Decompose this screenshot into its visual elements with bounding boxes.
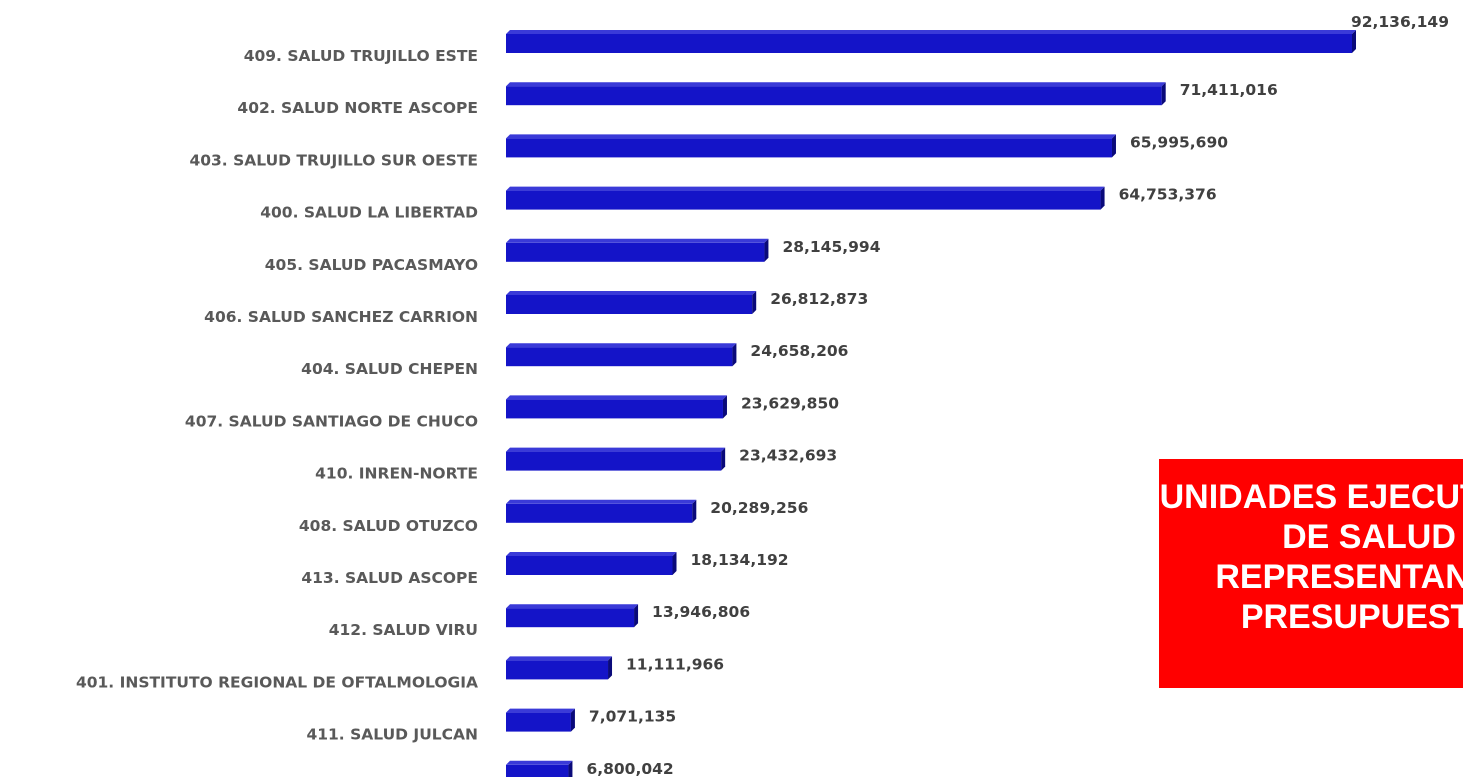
bar-face [506,660,609,680]
bar [506,708,575,732]
category-label: 402. SALUD NORTE ASCOPE [237,99,478,117]
bar [506,395,727,419]
bar-side [752,291,757,314]
bar [506,186,1105,210]
category-label: 412. SALUD VIRU [329,621,478,639]
value-label: 23,432,693 [739,447,837,465]
bar-top [506,708,575,713]
bar-side [570,708,575,732]
category-label: 401. INSTITUTO REGIONAL DE OFTALMOLOGIA [76,673,478,691]
bar [506,134,1116,158]
value-label: 26,812,873 [770,290,868,308]
bar [506,343,737,367]
bar-face [506,242,765,262]
value-label: 18,134,192 [691,551,789,569]
category-labels: 409. SALUD TRUJILLO ESTE 402. SALUD NORTE… [76,47,478,744]
bar-top [506,395,727,400]
value-label: 13,946,806 [652,603,750,621]
bar-face [506,399,723,419]
callout-box: UNIDADES EJECUTORAS DE SALUD REPRESENTAN… [1159,459,1463,688]
bar-top [506,82,1166,87]
bar-top [506,30,1356,34]
bar-side [672,552,677,575]
bar-side [568,760,573,777]
bar-side [692,499,697,523]
bar-face [506,138,1112,158]
value-label: 6,800,042 [586,760,673,777]
bar-face [506,503,693,523]
bar-side [721,447,726,471]
bar-side [732,343,737,367]
bar-top [506,134,1116,139]
bar-face [506,764,569,777]
value-label: 65,995,690 [1130,133,1228,151]
category-label: 404. SALUD CHEPEN [301,360,478,378]
bar-top [506,186,1105,191]
category-label: 400. SALUD LA LIBERTAD [260,204,478,222]
value-label: 92,136,149 [1351,13,1449,31]
bar [506,604,639,628]
bar-face [506,34,1352,53]
bar-face [506,86,1162,106]
bar [506,656,613,680]
bar-side [608,656,613,680]
bar-top [506,447,726,452]
value-label: 11,111,966 [626,655,724,673]
bar [506,82,1166,106]
bar-side [1352,30,1356,53]
bar-top [506,604,639,609]
value-label: 23,629,850 [741,394,839,412]
bar-top [506,760,573,765]
category-label: 411. SALUD JULCAN [306,726,478,744]
bar [506,291,757,314]
category-label: 413. SALUD ASCOPE [301,569,478,587]
bar [506,447,726,471]
bar-face [506,608,635,628]
bar-top [506,343,737,348]
value-labels: 92,136,149 71,411,016 65,995,690 64,753,376… [586,13,1449,777]
bars-layer [506,30,1356,777]
value-label: 20,289,256 [710,499,808,517]
category-label: 403. SALUD TRUJILLO SUR OESTE [189,151,478,169]
bar [506,30,1356,53]
category-label: 405. SALUD PACASMAYO [265,256,478,274]
value-label: 7,071,135 [589,708,676,726]
category-label: 410. INREN-NORTE [315,465,478,483]
bar-top [506,499,697,504]
bar-top [506,291,757,295]
category-label: 408. SALUD OTUZCO [299,517,478,535]
value-label: 28,145,994 [782,238,880,256]
bar-face [506,712,571,732]
bar [506,499,697,523]
bar-top [506,656,613,661]
bar-top [506,552,677,556]
category-label: 409. SALUD TRUJILLO ESTE [244,47,478,65]
bar [506,760,573,777]
bar-face [506,347,733,367]
bar-face [506,451,722,471]
bar-face [506,190,1101,210]
bar-face [506,556,673,575]
bar-side [722,395,727,419]
value-label: 64,753,376 [1119,186,1217,204]
bar-side [1100,186,1105,210]
category-label: 406. SALUD SANCHEZ CARRION [204,308,478,326]
bar-top [506,238,769,243]
bar-side [764,238,769,262]
callout-text: UNIDADES EJECUTORAS DE SALUD REPRESENTAN… [1159,478,1463,636]
bar-side [1111,134,1116,158]
bar [506,552,677,575]
bar [506,238,769,262]
bar-face [506,295,753,314]
bar-side [634,604,639,628]
value-label: 24,658,206 [750,342,848,360]
bar-side [1161,82,1166,106]
category-label: 407. SALUD SANTIAGO DE CHUCO [185,412,478,430]
value-label: 71,411,016 [1180,81,1278,99]
